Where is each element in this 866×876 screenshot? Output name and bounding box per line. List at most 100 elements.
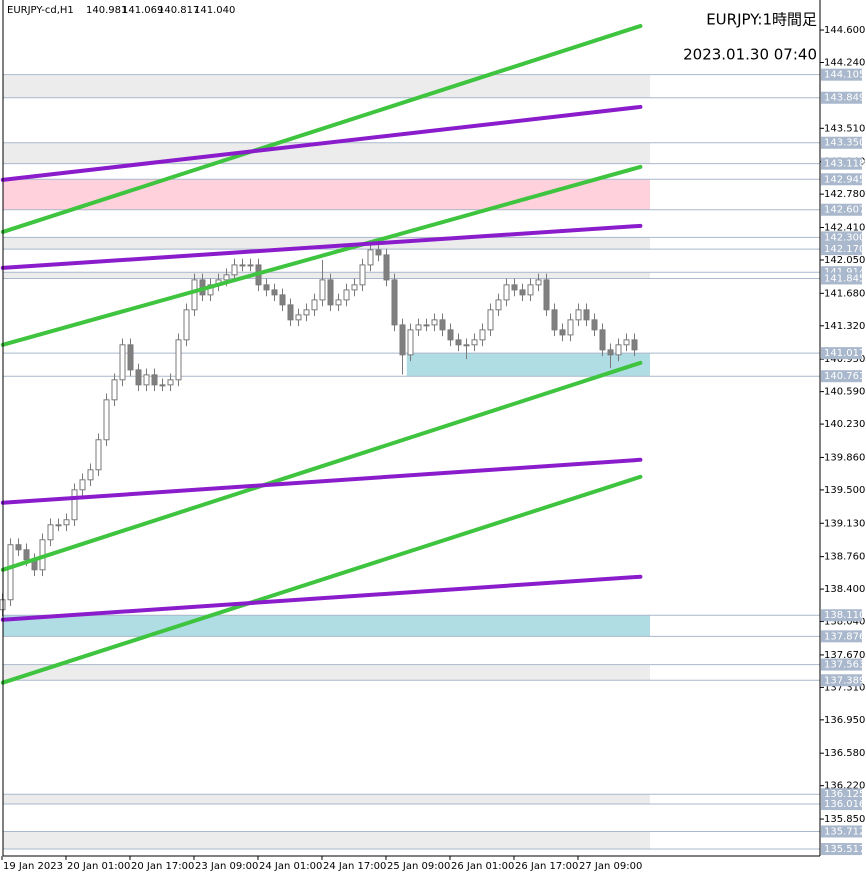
candle-body <box>159 384 166 387</box>
candle-body <box>15 544 22 551</box>
candle-body <box>87 469 94 481</box>
y-tick-label: 140.230 <box>824 419 865 430</box>
y-tick-label: 141.320 <box>824 321 865 332</box>
level-label-box <box>821 136 862 149</box>
candle-body <box>527 284 534 296</box>
candle-body <box>615 344 622 356</box>
trend-line <box>0 360 643 572</box>
candle-body <box>383 254 390 281</box>
symbol: EURJPY-cd,H1 <box>7 5 74 16</box>
level-label: 137.876 <box>824 631 865 642</box>
level-label-box <box>821 173 862 186</box>
x-tick-label: 24 Jan 17:00 <box>323 861 386 872</box>
candle-body <box>511 284 518 291</box>
candle-body <box>543 279 550 311</box>
zone <box>3 664 650 681</box>
y-tick-label: 140.590 <box>824 387 865 398</box>
level-label: 140.761 <box>824 371 865 382</box>
candle-body <box>79 479 86 491</box>
zone <box>3 237 650 250</box>
level-label: 136.016 <box>824 799 865 810</box>
candle-body <box>391 279 398 326</box>
level-label-box <box>821 609 862 622</box>
level-label: 142.300 <box>824 232 865 243</box>
trend-line <box>0 104 643 182</box>
candle-body <box>111 379 118 401</box>
candle-body <box>279 294 286 306</box>
candle-body <box>423 324 430 327</box>
candle-body <box>295 314 302 321</box>
trend-line <box>0 223 643 270</box>
y-tick-label: 143.510 <box>824 123 865 134</box>
level-label-box <box>821 157 862 170</box>
candle-body <box>431 319 438 326</box>
quote: 140.981 <box>86 5 127 16</box>
quote: 141.040 <box>194 5 235 16</box>
candle-body <box>535 279 542 286</box>
y-tick-label: 136.220 <box>824 781 865 792</box>
candle-body <box>143 374 150 386</box>
candle-body <box>607 349 614 356</box>
level-label: 142.170 <box>824 244 865 255</box>
candle-body <box>559 329 566 336</box>
level-label-box <box>821 91 862 104</box>
y-tick-label: 142.410 <box>824 223 865 234</box>
level-label: 141.845 <box>824 273 865 284</box>
candle-body <box>519 289 526 296</box>
candle-body <box>247 264 254 267</box>
candle-body <box>103 399 110 441</box>
y-tick-label: 142.050 <box>824 255 865 266</box>
level-label: 144.105 <box>824 70 865 81</box>
y-tick-label: 137.670 <box>824 650 865 661</box>
level-label: 141.017 <box>824 348 865 359</box>
candle-body <box>591 319 598 331</box>
x-tick-label: 26 Jan 17:00 <box>515 861 578 872</box>
x-tick-label: 27 Jan 09:00 <box>579 861 642 872</box>
candle-body <box>631 339 638 351</box>
candle-body <box>479 329 486 341</box>
level-label-box <box>821 798 862 811</box>
level-label-box <box>821 843 862 856</box>
plot-area <box>0 23 820 850</box>
y-tick-label: 140.950 <box>824 354 865 365</box>
candle-body <box>407 329 414 356</box>
candle-body <box>327 279 334 306</box>
level-label: 143.118 <box>824 159 865 170</box>
trend-line <box>0 23 643 234</box>
x-tick-label: 20 Jan 01:00 <box>67 861 130 872</box>
level-label-box <box>821 68 862 81</box>
candle-body <box>463 344 470 347</box>
zone <box>3 272 650 279</box>
y-tick-label: 136.950 <box>824 715 865 726</box>
y-tick-label: 142.780 <box>824 189 865 200</box>
candle-body <box>63 519 70 526</box>
level-label-box <box>821 203 862 216</box>
candle-body <box>175 339 182 381</box>
trend-line <box>0 164 643 347</box>
candle-body <box>303 309 310 316</box>
level-label-box <box>821 658 862 671</box>
level-label: 143.849 <box>824 93 865 104</box>
candle-body <box>23 549 30 561</box>
chart-title: EURJPY:1時間足 <box>706 11 817 29</box>
y-tick-label: 137.310 <box>824 682 865 693</box>
level-label-box <box>821 674 862 687</box>
x-tick-label: 20 Jan 17:00 <box>131 861 194 872</box>
candle-body <box>599 329 606 351</box>
y-tick-label: 139.130 <box>824 518 865 529</box>
candle-body <box>399 324 406 356</box>
candle-body <box>7 544 14 601</box>
zone <box>3 74 650 98</box>
y-tick-label: 136.580 <box>824 748 865 759</box>
candle-body <box>183 309 190 341</box>
level-label: 135.712 <box>824 826 865 837</box>
level-label: 142.607 <box>824 205 865 216</box>
level-label-box <box>821 370 862 383</box>
candle-body <box>135 369 142 386</box>
y-tick-label: 139.500 <box>824 485 865 496</box>
candle-body <box>447 329 454 341</box>
zone <box>3 794 650 805</box>
candle-body <box>239 264 246 267</box>
y-tick-label: 138.760 <box>824 552 865 563</box>
